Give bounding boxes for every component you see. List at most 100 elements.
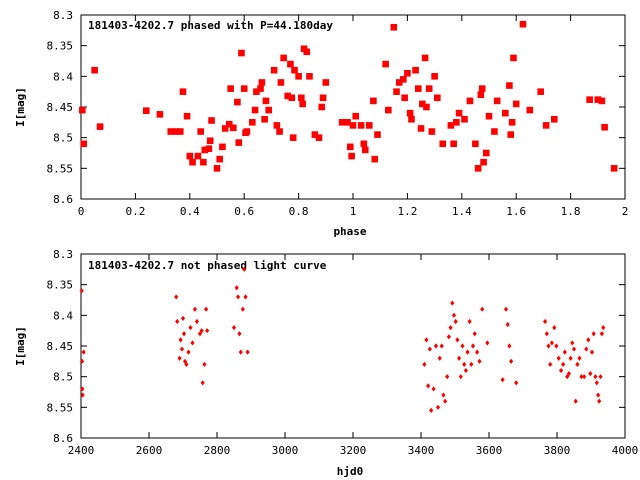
data-point bbox=[424, 337, 429, 343]
data-point bbox=[303, 48, 311, 56]
data-point bbox=[453, 318, 458, 325]
data-point bbox=[472, 331, 477, 337]
data-point bbox=[80, 140, 88, 148]
data-point bbox=[219, 143, 226, 151]
plot-frame-unphased bbox=[80, 253, 626, 439]
y-tick-label: 8.5 bbox=[53, 132, 73, 145]
data-point bbox=[500, 377, 505, 383]
data-point bbox=[318, 103, 326, 111]
data-point bbox=[509, 358, 514, 364]
data-point bbox=[346, 143, 354, 151]
data-point bbox=[298, 94, 305, 102]
data-point bbox=[508, 119, 516, 126]
data-point bbox=[591, 331, 596, 337]
data-point bbox=[568, 355, 573, 361]
data-point bbox=[577, 355, 582, 361]
data-point bbox=[502, 109, 509, 117]
data-point bbox=[245, 349, 250, 355]
x-tick-label: 0.2 bbox=[125, 205, 145, 218]
data-point bbox=[200, 158, 207, 166]
data-point bbox=[176, 128, 184, 135]
data-point bbox=[348, 152, 355, 160]
data-point bbox=[477, 358, 482, 364]
data-point bbox=[425, 85, 433, 92]
data-point bbox=[554, 343, 559, 349]
data-point bbox=[478, 85, 486, 92]
data-point bbox=[408, 115, 415, 123]
x-tick-label: 1 bbox=[350, 205, 357, 218]
data-point bbox=[417, 125, 425, 132]
y-tick-label: 8.35 bbox=[47, 279, 74, 292]
data-point bbox=[81, 349, 86, 355]
data-point bbox=[546, 343, 551, 349]
x-tick-label: 1.2 bbox=[397, 205, 417, 218]
data-point bbox=[319, 94, 327, 102]
data-point bbox=[584, 346, 589, 352]
unphased-light-curve-panel: 181403-4202.7 not phased light curve hjd… bbox=[14, 248, 638, 478]
data-point bbox=[182, 358, 188, 364]
y-tick-label: 8.4 bbox=[53, 70, 73, 83]
data-point bbox=[446, 334, 451, 340]
data-point bbox=[429, 407, 434, 413]
data-point bbox=[236, 294, 241, 300]
data-point bbox=[428, 128, 436, 135]
data-point bbox=[510, 54, 517, 62]
data-point bbox=[537, 88, 544, 95]
data-point bbox=[361, 146, 369, 154]
data-point bbox=[472, 140, 479, 148]
data-point bbox=[225, 120, 233, 128]
data-point bbox=[601, 325, 606, 331]
data-point bbox=[552, 325, 557, 331]
data-point bbox=[167, 128, 175, 135]
data-point bbox=[457, 355, 462, 361]
data-point bbox=[231, 325, 237, 331]
data-point bbox=[589, 349, 595, 355]
data-point bbox=[295, 73, 302, 80]
data-point bbox=[512, 100, 520, 108]
y-tick-label: 8.45 bbox=[47, 340, 74, 353]
x-tick-label: 3000 bbox=[272, 444, 299, 457]
data-point bbox=[197, 128, 204, 135]
data-point bbox=[594, 380, 599, 386]
data-point bbox=[466, 97, 474, 105]
data-point bbox=[221, 125, 229, 132]
data-point bbox=[242, 266, 247, 272]
x-tick-label: 1.4 bbox=[452, 205, 472, 218]
data-point bbox=[588, 371, 593, 377]
data-point bbox=[441, 392, 446, 398]
data-point bbox=[178, 337, 183, 343]
data-point bbox=[240, 306, 245, 312]
data-point bbox=[276, 128, 283, 135]
data-point bbox=[393, 88, 400, 95]
data-point bbox=[543, 318, 548, 325]
data-point bbox=[579, 374, 584, 380]
data-point bbox=[482, 149, 490, 157]
data-point bbox=[503, 306, 509, 312]
data-point bbox=[593, 374, 598, 380]
data-point bbox=[519, 20, 527, 28]
data-point bbox=[192, 306, 197, 312]
data-point bbox=[156, 111, 164, 118]
data-point bbox=[562, 349, 567, 355]
data-point bbox=[467, 318, 472, 325]
x-tick-label: 3800 bbox=[544, 444, 571, 457]
data-point bbox=[349, 122, 357, 129]
data-point bbox=[270, 66, 278, 74]
data-point bbox=[189, 158, 196, 166]
data-point bbox=[188, 325, 193, 331]
data-point bbox=[181, 331, 187, 337]
data-point bbox=[199, 328, 204, 334]
data-point bbox=[273, 122, 281, 129]
x-tick-label: 0 bbox=[78, 205, 85, 218]
y-tick-label: 8.3 bbox=[53, 9, 73, 22]
data-point bbox=[422, 361, 427, 367]
data-point bbox=[586, 96, 593, 103]
data-point bbox=[559, 367, 564, 374]
data-point bbox=[258, 79, 266, 86]
data-point bbox=[474, 165, 482, 172]
x-tick-label: 1.6 bbox=[506, 205, 526, 218]
data-point bbox=[582, 374, 587, 380]
y-tick-label: 8.3 bbox=[53, 248, 73, 261]
data-point bbox=[601, 123, 608, 131]
data-point bbox=[450, 300, 455, 306]
